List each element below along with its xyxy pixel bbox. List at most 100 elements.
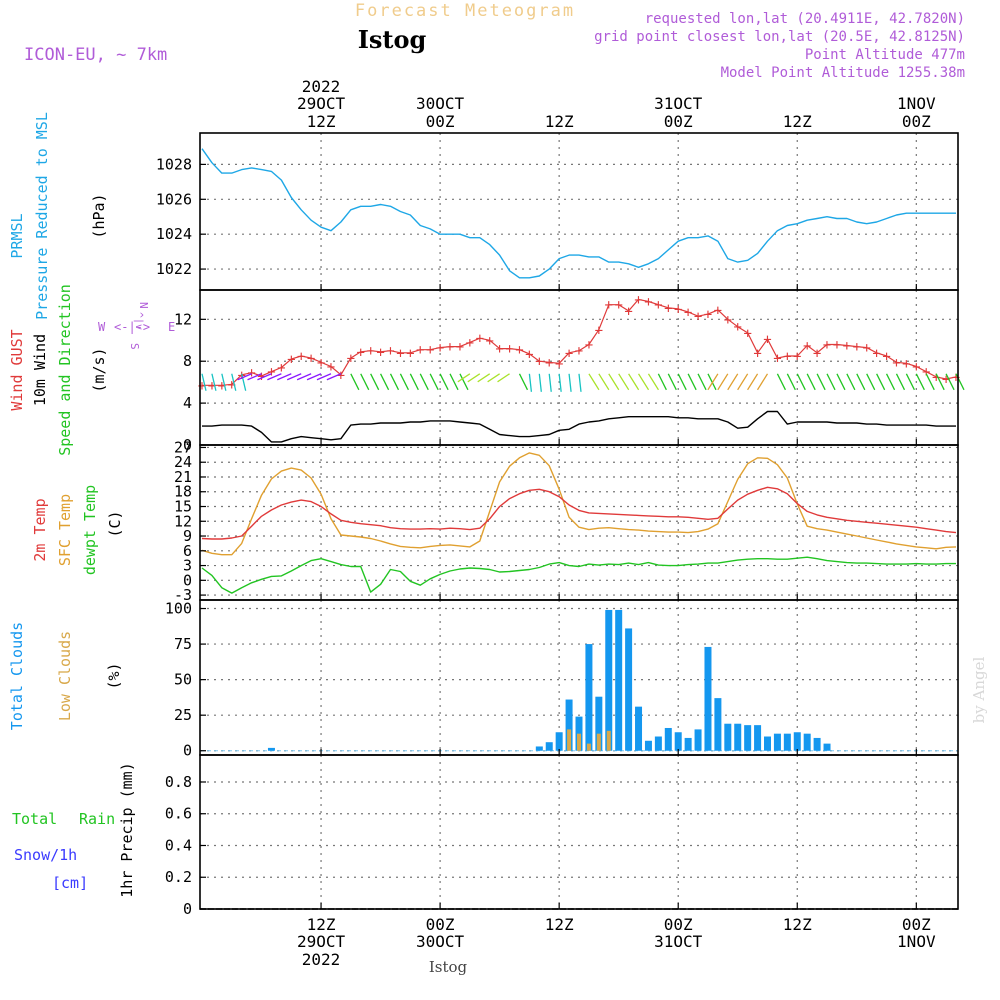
y-tick-label: 0.4 (165, 836, 192, 854)
wind-gust-marker: + (862, 341, 870, 357)
wind-direction-arrow (915, 373, 925, 391)
wind-gust-marker: + (595, 323, 603, 339)
point-altitude: Point Altitude 477m (805, 47, 965, 63)
top-time-date: 31OCT (654, 94, 703, 113)
wind-direction-arrow (409, 373, 419, 391)
total-cloud-bar (595, 696, 603, 751)
y-tick-label: 0.6 (165, 805, 192, 823)
total-cloud-bar (535, 746, 543, 751)
wind-direction-arrow (241, 373, 247, 391)
wind-gust-marker: + (952, 370, 960, 386)
wind-direction-arrow (247, 373, 262, 381)
total-cloud-bar (625, 628, 633, 751)
total-cloud-bar (704, 646, 712, 751)
precip-panel-frame (199, 754, 959, 910)
wind-direction-arrow (389, 373, 400, 391)
low-cloud-bar (577, 733, 581, 751)
wind-gust-marker: + (208, 378, 216, 394)
y-tick-label: 3 (183, 557, 192, 575)
wind-gust-marker: + (466, 335, 474, 351)
y-tick-label: 75 (174, 635, 192, 653)
wind-speed-dir-label: Speed and Direction (56, 284, 74, 456)
wind-gust-marker: + (525, 347, 533, 363)
pressure-msl-label: Pressure Reduced to MSL (33, 112, 51, 320)
wind-gust-line (202, 298, 957, 386)
wind-gust-marker: + (317, 355, 325, 371)
plot-layer: + + + ++ + + ++ + + + +++ + + + + + + + + + + + + + ++ + + + + + ++ + ++… (198, 148, 965, 910)
wind-gust-marker: + (386, 344, 394, 360)
wind-direction-arrow (707, 373, 717, 391)
wind-direction-arrow (756, 373, 769, 391)
total-cloud-bar (267, 747, 275, 751)
wind-gust-marker: + (515, 343, 523, 359)
compass-north: N (137, 302, 150, 309)
total-cloud-bar (764, 736, 771, 751)
y-tick-label: 0.2 (165, 868, 192, 886)
compass-arrow-vertical: ^|v (133, 312, 144, 330)
wind-direction-arrow (326, 373, 342, 381)
total-cloud-bar (674, 732, 682, 751)
wind-direction-arrow (687, 373, 697, 391)
y-tick-label: 27 (174, 438, 192, 456)
wind-direction-arrow (306, 373, 322, 381)
bottom-time-date: 1NOV (897, 932, 936, 951)
total-cloud-bar (644, 740, 652, 751)
model-altitude: Model Point Altitude 1255.38m (721, 65, 965, 81)
wind-direction-arrow (618, 373, 630, 391)
wind-direction-arrow (399, 373, 410, 391)
cloud-labels: Total Clouds Low Clouds (%) (8, 622, 123, 730)
wind-direction-arrow (608, 373, 620, 391)
wind-direction-arrow (876, 373, 886, 391)
top-time-date: 29OCT (297, 94, 346, 113)
total-cloud-bar (783, 733, 791, 751)
wind-gust-marker: + (456, 340, 464, 356)
wind-gust-marker: + (228, 377, 236, 393)
wind-direction-arrow (598, 373, 610, 391)
wind-direction-arrow (796, 373, 806, 391)
wind-direction-arrow (449, 373, 459, 391)
requested-coords: requested lon,lat (20.4911E, 42.7820N) (645, 11, 965, 27)
y-tick-label: 0 (183, 571, 192, 589)
wind-direction-arrow (429, 373, 439, 391)
total-clouds-label: Total Clouds (8, 622, 26, 730)
wind-direction-arrow (747, 373, 759, 391)
wind-gust-marker: + (307, 351, 315, 367)
wind-direction-arrow (836, 373, 846, 391)
t2m-line (201, 486, 957, 540)
wind-gust-marker: + (664, 301, 672, 317)
wind-gust-marker: + (347, 351, 355, 367)
wind-gust-marker: + (912, 359, 920, 375)
wind-direction-arrow (548, 373, 552, 392)
y-tick-label: 50 (174, 671, 192, 689)
total-cloud-bar (744, 725, 752, 751)
wind-gust-marker: + (505, 342, 513, 358)
wind-gust-marker: + (892, 355, 900, 371)
wind-direction-arrow (211, 373, 217, 391)
wind-direction-arrow (737, 373, 749, 391)
wind-gust-marker: + (932, 370, 940, 386)
precip-unit: 1hr Precip (mm) (118, 762, 136, 897)
wind-direction-arrow (578, 373, 582, 392)
y-tick-label: 0 (183, 742, 192, 760)
total-cloud-bar (773, 733, 781, 751)
y-tick-label: 100 (165, 600, 192, 618)
wind-compass: W <-|-> E N S ^|v (98, 302, 175, 350)
wind-direction-arrow (459, 373, 469, 391)
wind-gust-marker: + (773, 351, 781, 367)
total-cloud-bar (724, 723, 732, 751)
y-tick-label: 0.8 (165, 773, 192, 791)
wind-direction-arrow (538, 373, 542, 392)
wind-gust-marker: + (644, 295, 652, 311)
wind-direction-arrow (786, 373, 796, 391)
bottom-time-date: 29OCT (297, 932, 346, 951)
wind-direction-arrow (316, 373, 332, 381)
wind-direction-arrow (856, 373, 866, 391)
total-cloud-bar (555, 732, 563, 751)
y-tick-label: 0 (183, 436, 192, 454)
wind-direction-arrow (558, 373, 562, 392)
precip-rain-label: Rain (79, 810, 115, 828)
wind-direction-arrow (935, 373, 945, 391)
wind-direction-arrow (518, 373, 529, 391)
top-time-hour: 12Z (307, 112, 336, 131)
wind-gust-marker: + (724, 312, 732, 328)
